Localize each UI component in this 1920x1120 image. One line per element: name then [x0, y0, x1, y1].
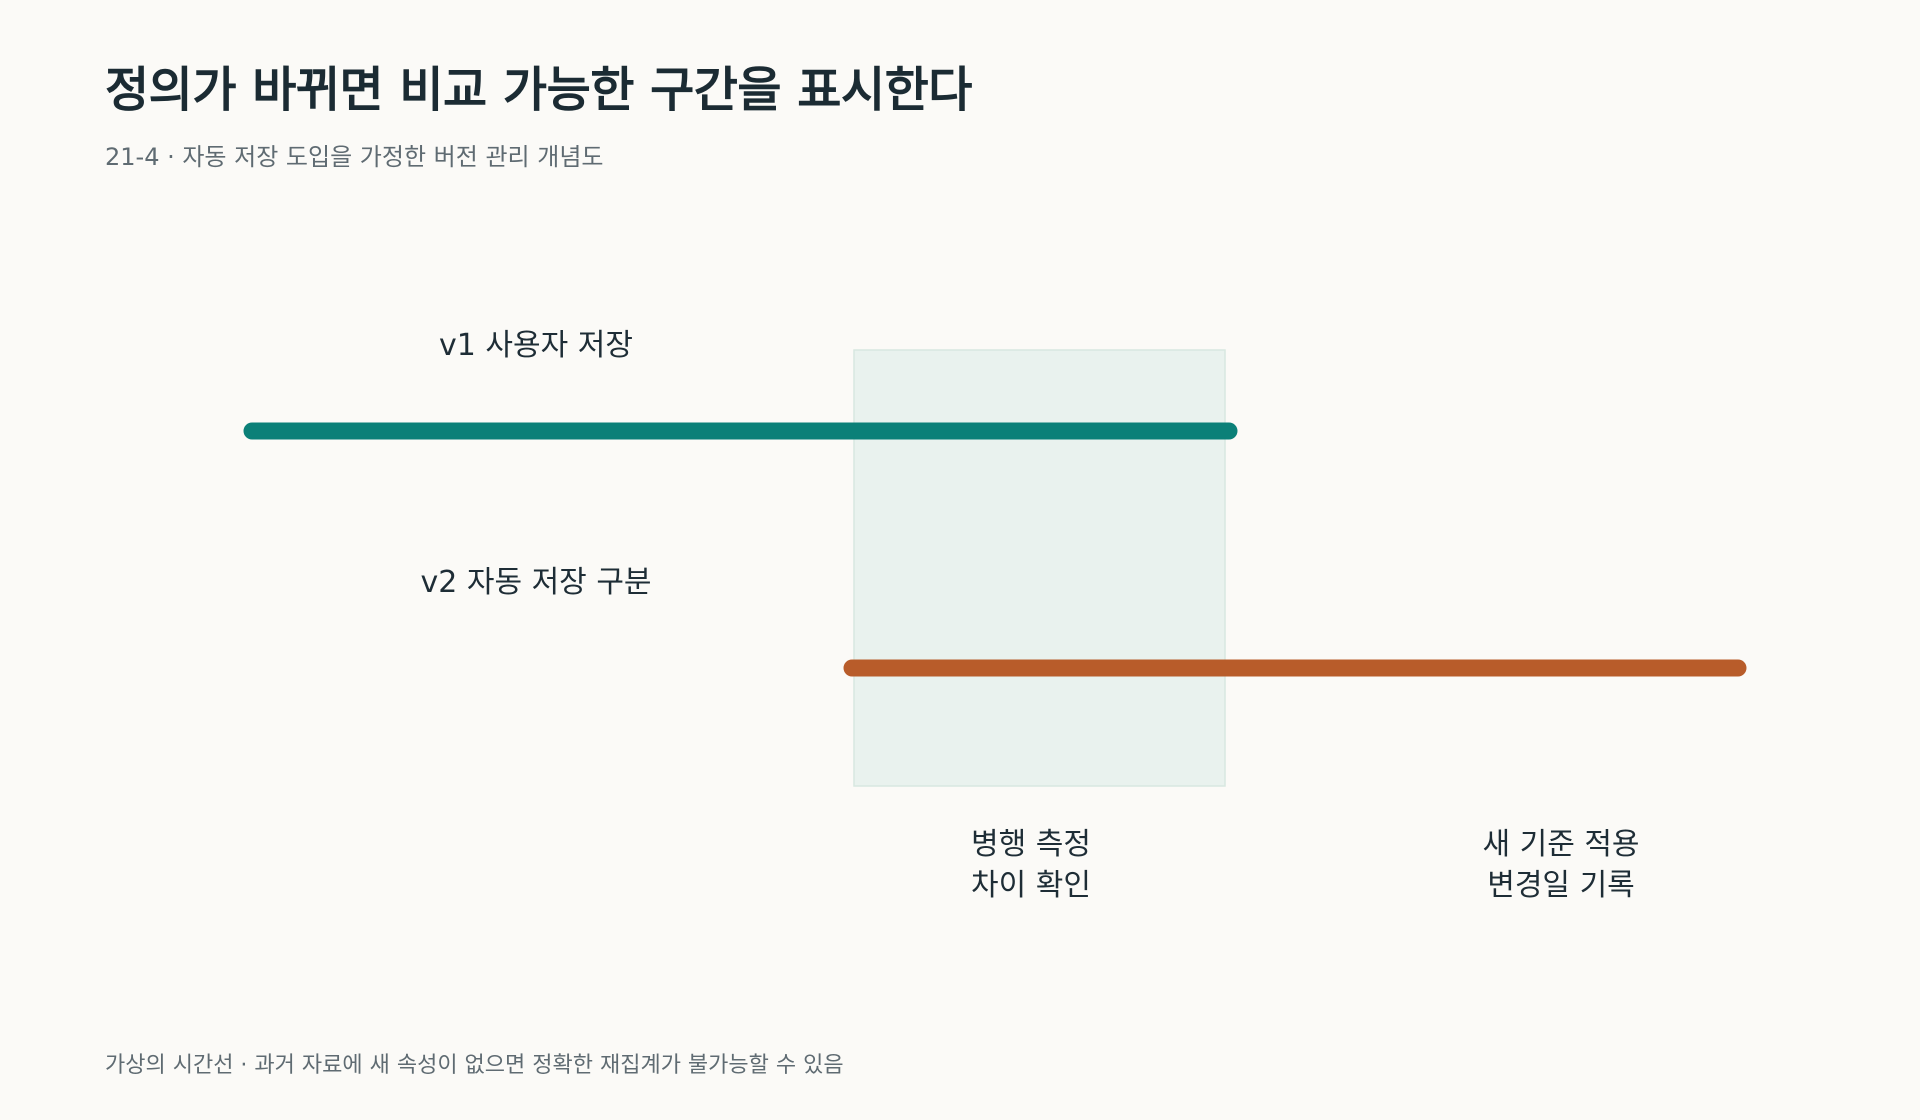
page-subtitle: 21-4 · 자동 저장 도입을 가정한 버전 관리 개념도	[105, 143, 604, 171]
overlap-stage-line-2: 차이 확인	[971, 868, 1091, 903]
v1-track-label: v1 사용자 저장	[439, 328, 633, 363]
page-title: 정의가 바뀌면 비교 가능한 구간을 표시한다	[105, 62, 972, 118]
overlap-stage-note: 병행 측정 차이 확인	[971, 824, 1091, 906]
adopt-stage-line-1: 새 기준 적용	[1482, 827, 1640, 862]
footnote: 가상의 시간선 · 과거 자료에 새 속성이 없으면 정확한 재집계가 불가능할…	[105, 1053, 844, 1078]
overlap-region	[853, 349, 1226, 787]
adopt-stage-note: 새 기준 적용 변경일 기록	[1482, 824, 1639, 906]
v2-track-label: v2 자동 저장 구분	[420, 565, 652, 600]
adopt-stage-line-2: 변경일 기록	[1487, 868, 1635, 903]
overlap-stage-line-1: 병행 측정	[971, 827, 1091, 862]
